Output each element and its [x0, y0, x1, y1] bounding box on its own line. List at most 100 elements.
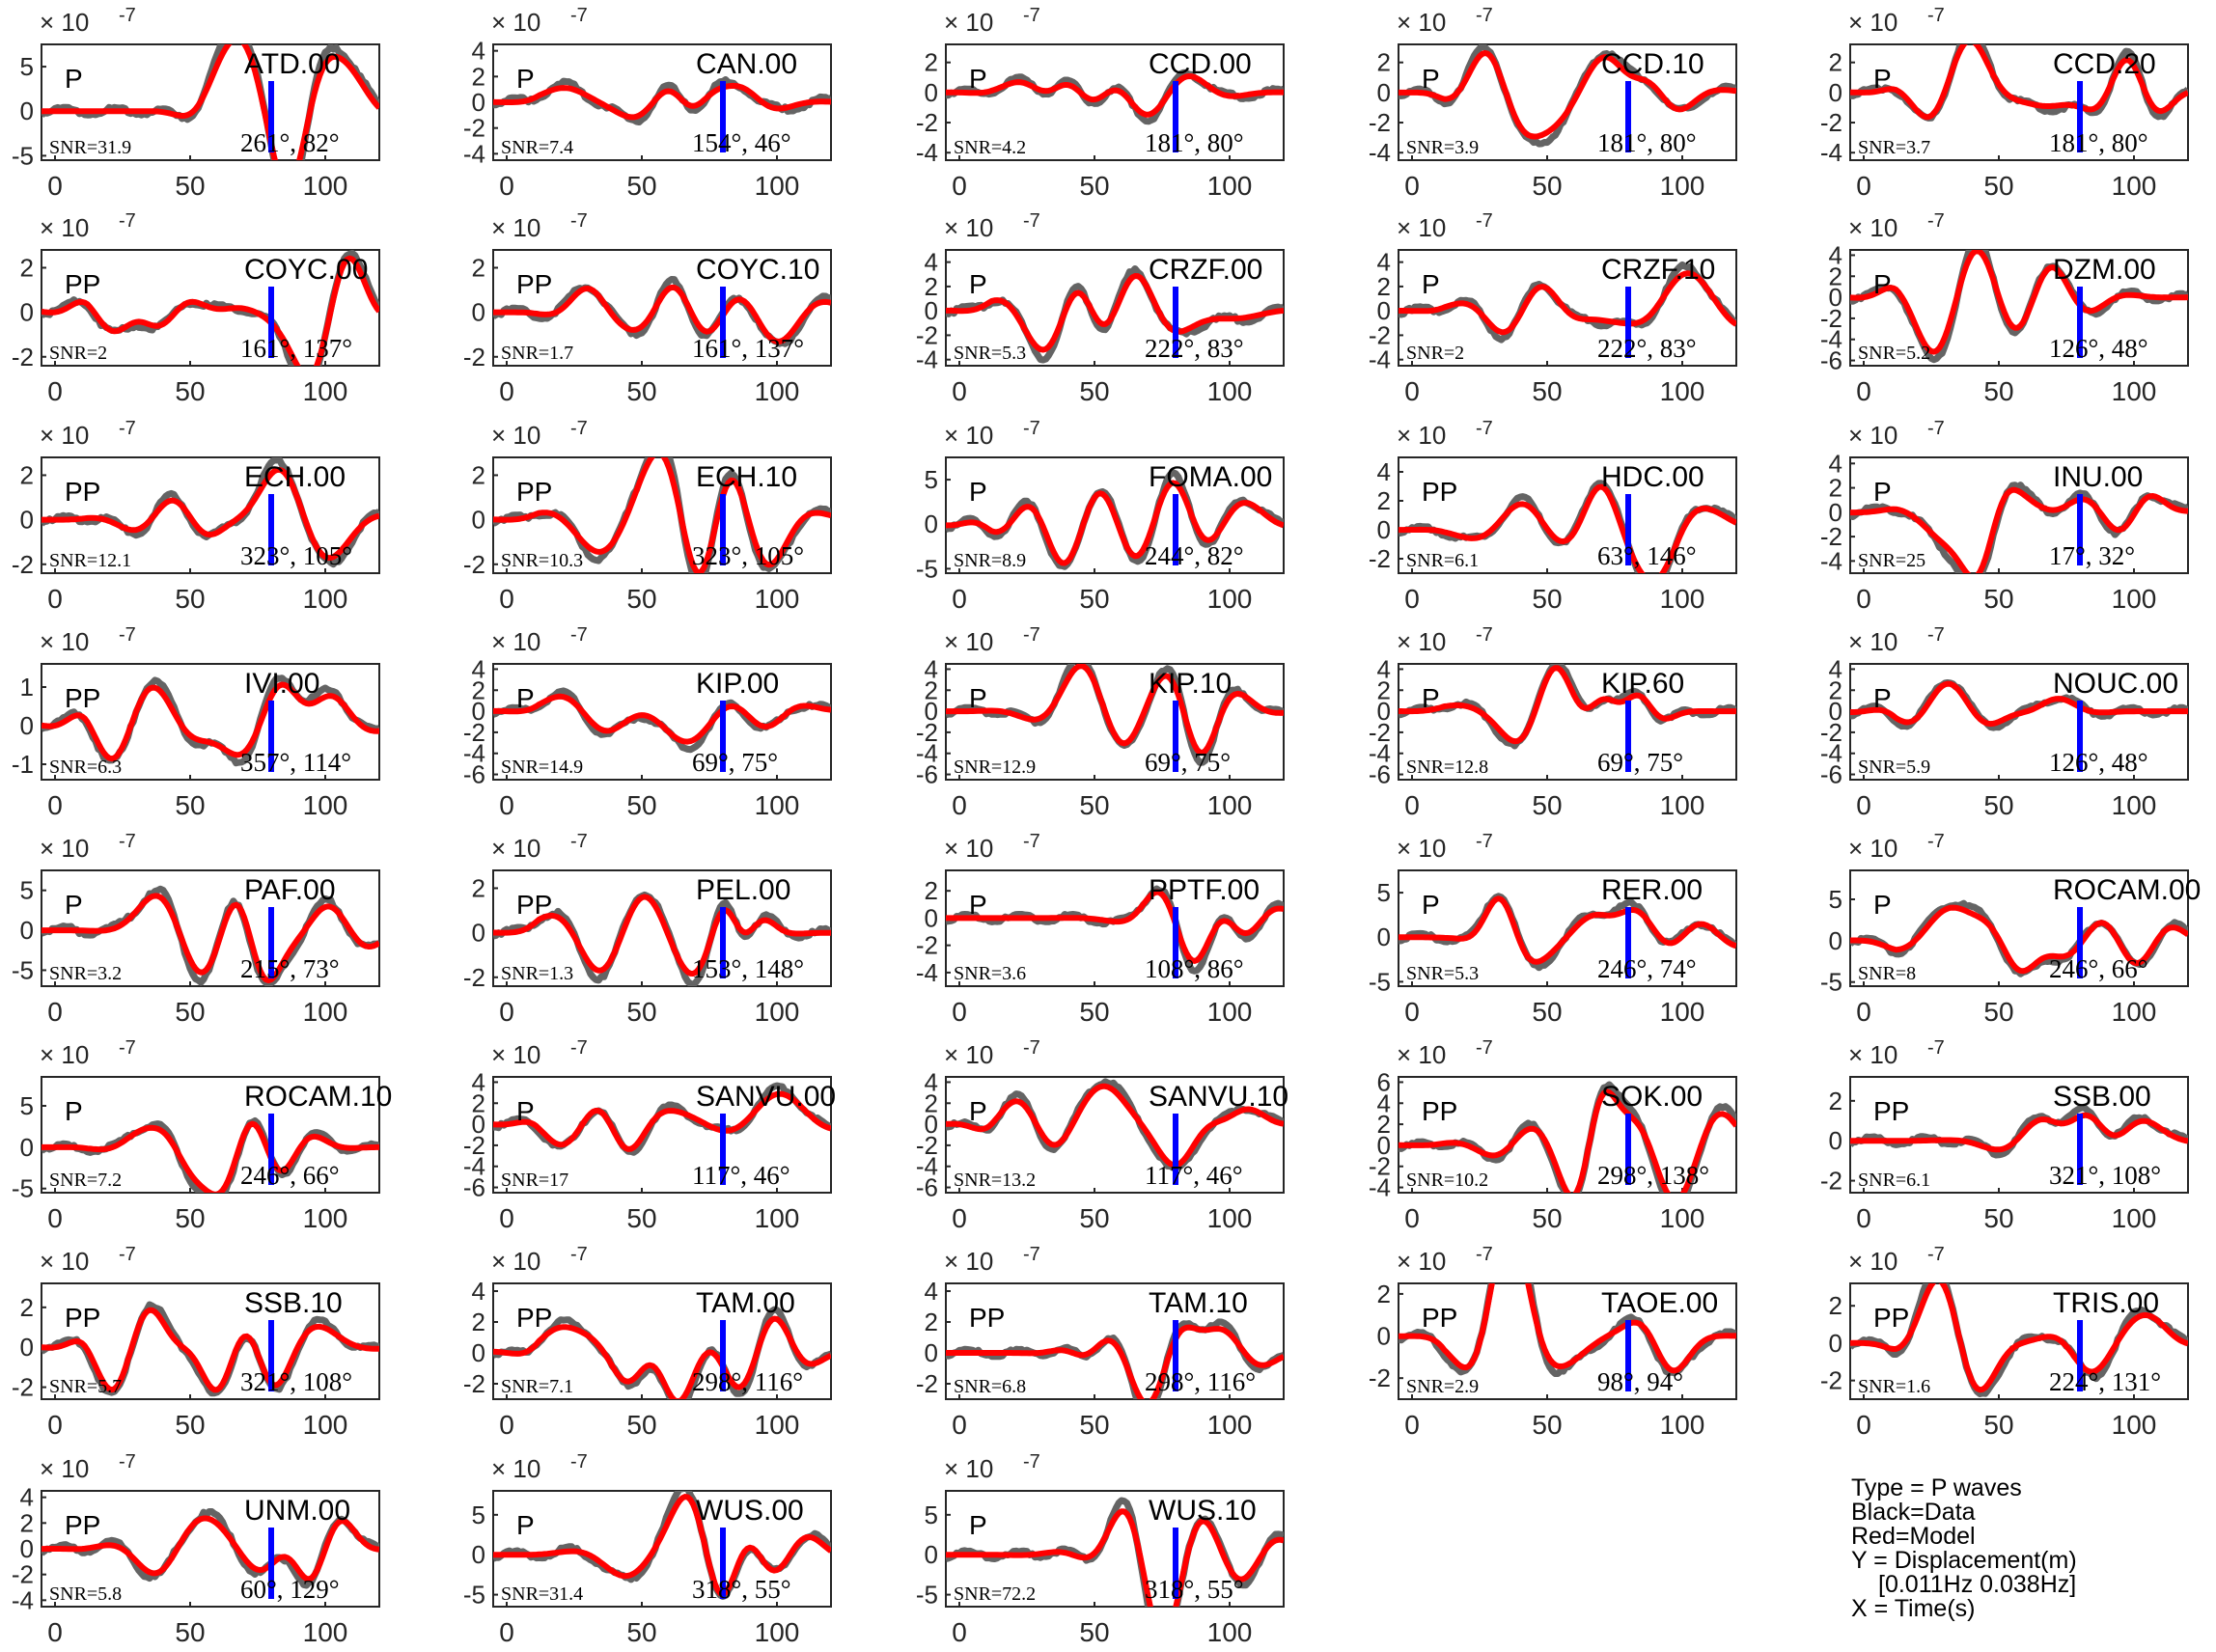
panel-ssb-00: × 10 -7 -2 0 2 0 50 100 PP SSB.00 SNR=6.1 321°, 108…: [1820, 1037, 2189, 1233]
y-tick-label: 5: [472, 1501, 485, 1529]
exponent-power: -7: [1927, 210, 1945, 232]
y-tick-label: 0: [472, 506, 485, 535]
x-tick-label: 0: [1856, 584, 1871, 614]
exponent-label: × 10: [1848, 213, 1897, 242]
x-tick-label: 100: [2112, 376, 2157, 406]
exponent-label: × 10: [1848, 627, 1897, 656]
x-tick-label: 50: [1983, 1203, 2013, 1233]
x-tick-label: 50: [1532, 171, 1562, 201]
station-label: TAM.10: [1149, 1287, 1248, 1319]
legend-red-line: Red=Model: [1851, 1523, 1976, 1550]
x-tick-label: 100: [303, 171, 348, 201]
exponent-label: × 10: [491, 1247, 540, 1276]
exponent-power: -7: [1023, 1037, 1040, 1059]
y-tick-label: 2: [472, 460, 485, 489]
x-tick-label: 100: [303, 1617, 348, 1647]
x-tick-label: 50: [175, 790, 205, 820]
station-label: RER.00: [1601, 874, 1703, 906]
exponent-power: -7: [570, 210, 588, 232]
x-tick-label: 100: [755, 997, 800, 1027]
x-tick-label: 50: [626, 1617, 656, 1647]
x-tick-label: 50: [1079, 790, 1109, 820]
angles-label: 117°, 46°: [692, 1161, 790, 1190]
angles-label: 244°, 82°: [1145, 541, 1244, 570]
panel-ivi-00: × 10 -7 -1 0 1 0 50 100 PP IVI.00 SNR=6.3 357°, 114…: [12, 624, 380, 820]
y-tick-label: 0: [20, 506, 34, 535]
y-tick-label: -2: [463, 718, 485, 747]
y-tick-label: 4: [20, 1483, 34, 1512]
axes-box: [492, 1490, 832, 1608]
station-label: NOUC.00: [2053, 668, 2178, 700]
y-tick-label: -2: [463, 114, 485, 143]
y-tick-label: 4: [472, 1067, 485, 1096]
x-tick-label: 50: [626, 1410, 656, 1440]
y-tick-label: 0: [1829, 926, 1842, 955]
model-trace: [1399, 1283, 1736, 1374]
x-tick-label: 100: [1660, 376, 1705, 406]
exponent-power: -7: [1023, 624, 1040, 646]
y-tick-label: 2: [1829, 675, 1842, 704]
angles-label: 246°, 66°: [240, 1161, 340, 1190]
snr-label: SNR=31.9: [49, 137, 131, 158]
angles-label: 154°, 46°: [692, 128, 791, 157]
model-trace: [42, 893, 379, 984]
y-tick-label: -2: [916, 1369, 938, 1398]
phase-label: P: [969, 64, 987, 94]
y-tick-label: 2: [1829, 48, 1842, 77]
model-trace: [1399, 50, 1736, 140]
station-label: COYC.00: [244, 254, 368, 286]
exponent-label: × 10: [1848, 8, 1897, 37]
x-tick-label: 50: [1079, 1203, 1109, 1233]
station-label: SANVU.10: [1149, 1081, 1288, 1113]
axes-box: [1398, 43, 1737, 161]
y-tick-label: -2: [1820, 304, 1842, 333]
exponent-power: -7: [1927, 1244, 1945, 1265]
x-tick-label: 0: [47, 376, 63, 406]
model-trace: [1850, 250, 2188, 355]
phase-label: PP: [1422, 477, 1457, 507]
y-tick-label: 4: [1377, 248, 1391, 277]
x-tick-label: 100: [755, 1410, 800, 1440]
y-tick-label: 2: [1377, 272, 1391, 301]
x-tick-label: 0: [499, 584, 514, 614]
snr-label: SNR=14.9: [501, 757, 583, 778]
y-tick-label: 5: [20, 876, 34, 905]
y-tick-label: 2: [1377, 675, 1391, 704]
exponent-label: × 10: [40, 627, 89, 656]
y-tick-label: -2: [916, 108, 938, 137]
phase-label: P: [516, 1096, 535, 1126]
x-tick-label: 0: [1856, 1410, 1871, 1440]
y-tick-label: -2: [916, 1131, 938, 1160]
x-tick-label: 0: [1856, 376, 1871, 406]
x-tick-label: 100: [1660, 790, 1705, 820]
y-tick-label: 4: [1377, 1088, 1391, 1117]
exponent-label: × 10: [491, 8, 540, 37]
snr-label: SNR=5.3: [1406, 963, 1479, 984]
y-tick-label: -2: [1369, 108, 1391, 137]
phase-label: PP: [516, 477, 552, 507]
station-label: KIP.10: [1149, 668, 1232, 700]
x-tick-label: 0: [47, 790, 63, 820]
exponent-power: -7: [119, 5, 136, 26]
exponent-label: × 10: [40, 421, 89, 450]
y-tick-label: 2: [925, 1088, 938, 1117]
snr-label: SNR=10.2: [1406, 1170, 1488, 1191]
x-tick-label: 50: [1983, 1410, 2013, 1440]
y-tick-label: 2: [20, 1508, 34, 1537]
y-tick-label: -2: [12, 550, 34, 579]
station-label: CCD.00: [1149, 48, 1252, 80]
model-trace: [1399, 483, 1736, 573]
exponent-power: -7: [1476, 831, 1493, 852]
exponent-label: × 10: [1848, 421, 1897, 450]
model-trace: [946, 273, 1284, 353]
model-trace: [42, 1515, 379, 1583]
exponent-label: × 10: [1397, 1247, 1446, 1276]
phase-label: PP: [516, 890, 552, 920]
